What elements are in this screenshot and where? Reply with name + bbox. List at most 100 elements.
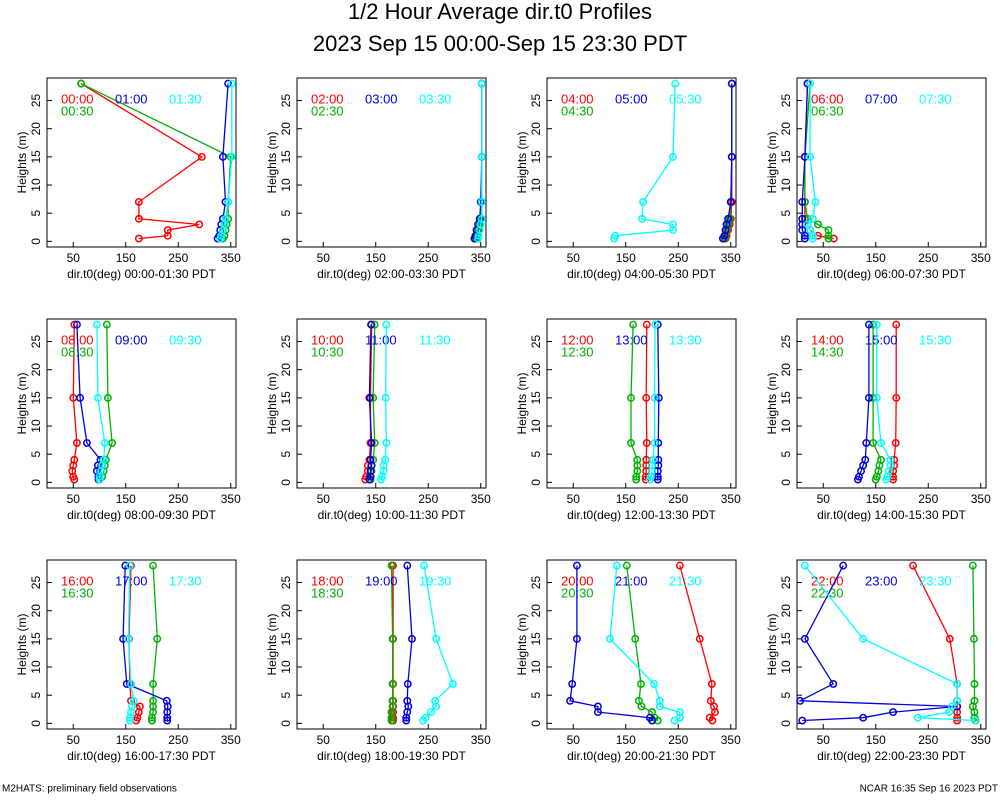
- profile-point: [593, 702, 602, 711]
- y-tick-label: 20: [279, 122, 293, 136]
- y-tick-label: 10: [279, 419, 293, 433]
- legend-entry: 15:30: [919, 332, 952, 347]
- y-tick-label: 5: [529, 692, 543, 699]
- y-tick-label: 25: [779, 94, 793, 108]
- footer-left: M2HATS: preliminary field observations: [2, 784, 177, 795]
- profile-point: [675, 561, 684, 570]
- profile-point: [642, 320, 651, 329]
- profile-point: [149, 702, 158, 711]
- profile-point: [645, 713, 654, 722]
- profile-point: [381, 393, 390, 402]
- profile-point: [814, 220, 822, 229]
- y-tick-label: 20: [29, 122, 43, 136]
- page-subtitle: 2023 Sep 15 00:00-Sep 15 23:30 PDT: [313, 31, 687, 56]
- x-tick-label: 50: [567, 492, 581, 506]
- profile-point: [162, 696, 171, 705]
- profile-point: [891, 438, 900, 447]
- y-tick-label: 20: [779, 363, 793, 377]
- profile-point: [886, 455, 895, 464]
- profile-point: [707, 679, 716, 688]
- legend-entry: 00:30: [61, 103, 94, 118]
- profile-point: [82, 438, 91, 447]
- y-tick-label: 20: [29, 604, 43, 618]
- profile-point: [134, 214, 143, 223]
- plot-frame: [796, 559, 987, 730]
- x-tick-label: 150: [366, 733, 386, 747]
- x-tick-label: 150: [116, 733, 136, 747]
- y-tick-label: 10: [779, 178, 793, 192]
- legend-entry: 18:30: [311, 585, 344, 600]
- profile-point: [947, 702, 956, 711]
- x-tick-label: 50: [67, 251, 81, 265]
- y-tick-label: 0: [529, 238, 543, 245]
- plot-frame: [546, 77, 737, 248]
- profile-point: [824, 231, 833, 240]
- y-tick-label: 20: [279, 604, 293, 618]
- x-tick-label: 50: [67, 733, 81, 747]
- profile-point: [655, 696, 664, 705]
- profile-point: [381, 455, 390, 464]
- y-tick-label: 0: [279, 238, 293, 245]
- x-axis-label: dir.t0(deg) 18:00-19:30 PDT: [317, 749, 466, 763]
- profile-point: [877, 455, 885, 464]
- profile-point: [669, 226, 677, 235]
- profile-point: [953, 708, 962, 717]
- plot-frame: [46, 559, 237, 730]
- profile-point: [953, 716, 962, 725]
- plot-frame: [296, 318, 487, 489]
- legend-entry: 12:30: [561, 344, 594, 359]
- x-tick-label: 250: [918, 251, 938, 265]
- y-tick-label: 5: [529, 210, 543, 217]
- profile-point: [864, 393, 873, 402]
- y-tick-label: 15: [529, 150, 543, 164]
- profile-point: [649, 455, 657, 464]
- y-tick-label: 25: [279, 335, 293, 349]
- profile-point: [403, 696, 412, 705]
- profile-point: [808, 214, 817, 223]
- profile-point: [367, 320, 375, 329]
- legend-entry: 19:30: [419, 573, 452, 588]
- profile-point: [622, 561, 631, 570]
- y-tick-label: 0: [29, 238, 43, 245]
- profile-line: [797, 565, 958, 722]
- x-axis-label: dir.t0(deg) 22:00-23:30 PDT: [817, 749, 966, 763]
- profile-point: [800, 634, 809, 643]
- x-tick-label: 50: [317, 251, 331, 265]
- profile-point: [634, 696, 643, 705]
- legend-entry: 16:30: [61, 585, 94, 600]
- x-tick-label: 250: [168, 733, 188, 747]
- profile-point: [611, 231, 620, 240]
- profile-point: [403, 679, 412, 688]
- profile-point: [669, 220, 677, 229]
- y-tick-label: 5: [29, 692, 43, 699]
- x-tick-label: 250: [418, 733, 438, 747]
- legend-entry: 18:00: [311, 573, 344, 588]
- profile-point: [77, 79, 86, 88]
- x-tick-label: 250: [168, 251, 188, 265]
- y-tick-label: 15: [779, 632, 793, 646]
- legend-entry: 05:30: [669, 91, 702, 106]
- profile-point: [633, 467, 642, 476]
- profile-point: [629, 320, 638, 329]
- profile-point: [886, 461, 895, 470]
- profile-point: [909, 561, 917, 570]
- legend-entry: 10:30: [311, 344, 344, 359]
- profile-point: [102, 320, 111, 329]
- profile-point: [798, 226, 807, 235]
- x-tick-label: 50: [817, 251, 831, 265]
- y-tick-label: 5: [779, 692, 793, 699]
- profile-point: [387, 561, 396, 570]
- profile-point: [153, 634, 162, 643]
- profile-point: [705, 713, 714, 722]
- profile-point: [387, 713, 396, 722]
- profile-point: [859, 634, 868, 643]
- plot-frame: [46, 318, 237, 489]
- profile-point: [108, 438, 117, 447]
- profile-point: [637, 679, 645, 688]
- legend-entry: 13:00: [615, 332, 648, 347]
- y-axis-label: Heights (m): [765, 372, 779, 434]
- x-tick-label: 50: [817, 492, 831, 506]
- profile-point: [724, 214, 733, 223]
- y-tick-label: 5: [29, 210, 43, 217]
- profile-point: [889, 708, 898, 717]
